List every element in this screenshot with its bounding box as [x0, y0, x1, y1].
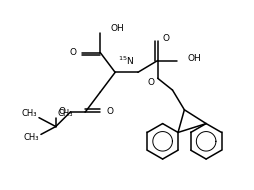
Text: O: O	[69, 48, 76, 57]
Text: CH₃: CH₃	[21, 109, 37, 118]
Text: O: O	[58, 107, 66, 116]
Text: CH₃: CH₃	[58, 109, 73, 118]
Text: OH: OH	[110, 25, 123, 33]
Text: $^{15}$N: $^{15}$N	[117, 55, 133, 67]
Text: O: O	[147, 78, 154, 87]
Text: O: O	[106, 107, 113, 116]
Text: OH: OH	[187, 54, 200, 63]
Text: O: O	[162, 34, 169, 43]
Text: CH₃: CH₃	[23, 133, 39, 142]
